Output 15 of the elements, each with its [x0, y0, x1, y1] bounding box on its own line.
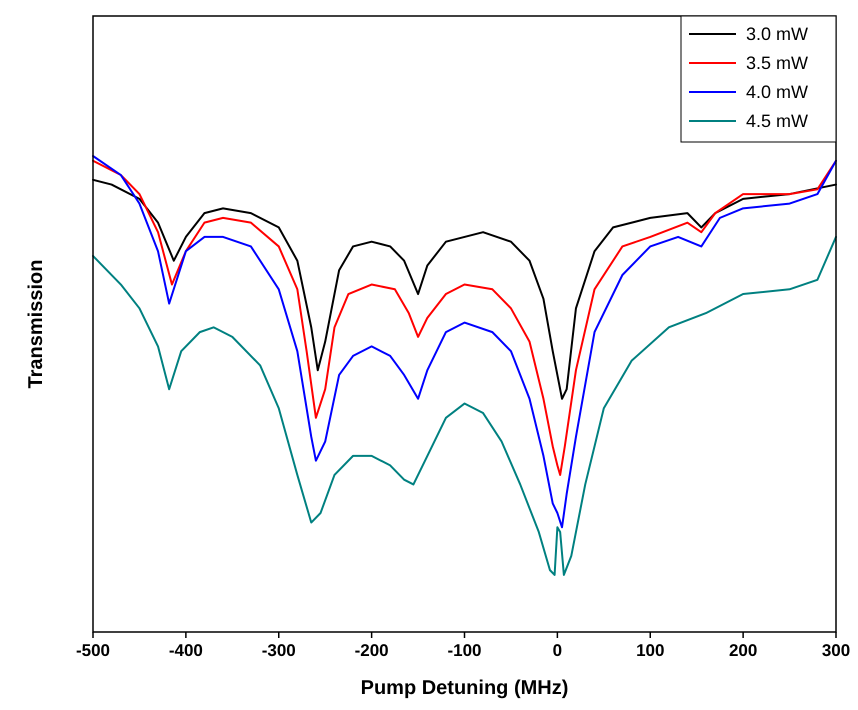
x-tick-label: -100: [447, 641, 482, 660]
legend-label: 4.5 mW: [746, 111, 808, 131]
x-tick-label: 0: [552, 641, 562, 660]
legend-label: 3.5 mW: [746, 53, 808, 73]
x-tick-label: -400: [168, 641, 203, 660]
y-axis-title: Transmission: [25, 260, 47, 388]
x-tick-label: -500: [76, 641, 110, 660]
x-tick-label: 100: [636, 641, 664, 660]
x-tick-label: -200: [354, 641, 389, 660]
legend-label: 4.0 mW: [746, 82, 808, 102]
x-tick-label: 200: [728, 641, 758, 660]
x-tick-label: -300: [262, 641, 296, 660]
x-tick-label: 300: [822, 641, 850, 660]
x-axis-title: Pump Detuning (MHz): [360, 677, 568, 699]
legend-label: 3.0 mW: [746, 24, 808, 44]
